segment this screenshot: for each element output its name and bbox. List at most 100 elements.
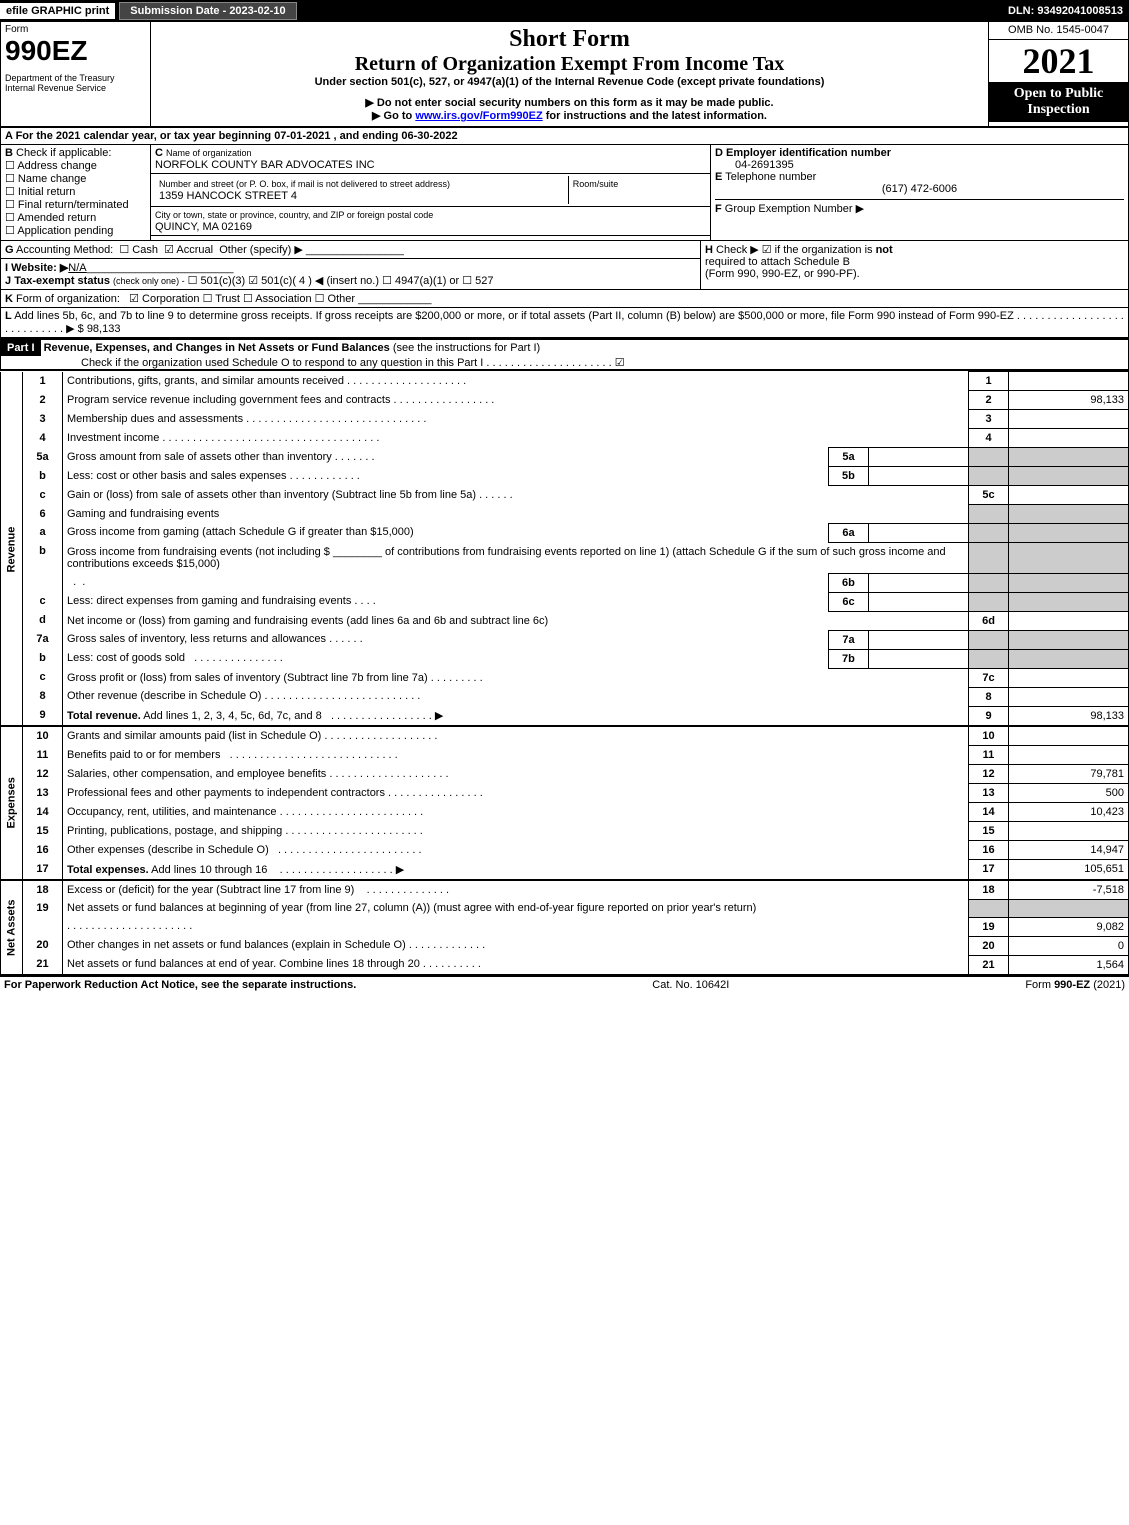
line-14-rnum: 14 bbox=[969, 803, 1009, 822]
line-5c-text: Gain or (loss) from sale of assets other… bbox=[63, 486, 969, 505]
line-15-num: 15 bbox=[23, 822, 63, 841]
d-letter: D bbox=[715, 147, 723, 159]
final-return[interactable]: ☐ Final return/terminated bbox=[5, 198, 146, 211]
note2-post: for instructions and the latest informat… bbox=[543, 110, 767, 122]
return-title: Return of Organization Exempt From Incom… bbox=[159, 53, 980, 76]
k-letter: K bbox=[5, 293, 13, 305]
other-label: Other (specify) ▶ bbox=[219, 244, 303, 256]
efile-label[interactable]: efile GRAPHIC print bbox=[0, 3, 115, 19]
k-text: Form of organization: bbox=[16, 293, 120, 305]
lines-table: Revenue 1Contributions, gifts, grants, a… bbox=[0, 371, 1129, 976]
line-14-text: Occupancy, rent, utilities, and maintena… bbox=[63, 803, 969, 822]
line-12-text: Salaries, other compensation, and employ… bbox=[63, 765, 969, 784]
line-14-val: 10,423 bbox=[1009, 803, 1129, 822]
addr-change[interactable]: ☐ Address change bbox=[5, 159, 146, 172]
line-5b-mval bbox=[868, 467, 968, 486]
j-letter: J bbox=[5, 275, 11, 287]
i-letter: I bbox=[5, 262, 8, 274]
initial-return[interactable]: ☐ Initial return bbox=[5, 185, 146, 198]
line-5a-mnum: 5a bbox=[828, 448, 868, 467]
line-11-text: Benefits paid to or for members . . . . … bbox=[63, 746, 969, 765]
part1-title: Revenue, Expenses, and Changes in Net As… bbox=[44, 342, 390, 354]
dln-label: DLN: 93492041008513 bbox=[1008, 5, 1129, 17]
line-7b-num: b bbox=[23, 649, 63, 668]
street-value: 1359 HANCOCK STREET 4 bbox=[159, 190, 297, 202]
note-ssn: ▶ Do not enter social security numbers o… bbox=[159, 96, 980, 109]
accrual-label: Accrual bbox=[176, 244, 213, 256]
header-table: Form 990EZ Department of the Treasury In… bbox=[0, 22, 1129, 127]
shade-cell bbox=[969, 573, 1009, 592]
k-opts: ☑ Corporation ☐ Trust ☐ Association ☐ Ot… bbox=[129, 293, 355, 305]
arrow-icon: ▶ bbox=[856, 203, 864, 215]
e-letter: E bbox=[715, 171, 722, 183]
name-change[interactable]: ☐ Name change bbox=[5, 172, 146, 185]
h-not: not bbox=[876, 244, 893, 256]
line-5a-text: Gross amount from sale of assets other t… bbox=[63, 448, 829, 467]
line-5c-val bbox=[1009, 486, 1129, 505]
final-label: Final return/terminated bbox=[18, 199, 129, 211]
blank-text: . . bbox=[63, 573, 829, 592]
form-word: Form bbox=[5, 24, 146, 35]
line-19-val: 9,082 bbox=[1009, 917, 1129, 936]
irs-label: Internal Revenue Service bbox=[5, 83, 146, 93]
line-1-num: 1 bbox=[23, 372, 63, 391]
city-value: QUINCY, MA 02169 bbox=[155, 221, 252, 233]
line-3-val bbox=[1009, 410, 1129, 429]
l-letter: L bbox=[5, 310, 12, 322]
line-18-num: 18 bbox=[23, 880, 63, 900]
initial-label: Initial return bbox=[18, 186, 75, 198]
line-6b-mval bbox=[868, 573, 968, 592]
irs-link[interactable]: www.irs.gov/Form990EZ bbox=[415, 110, 542, 122]
check-if: Check if applicable: bbox=[16, 147, 111, 159]
shade-cell bbox=[1009, 573, 1129, 592]
line-6a-mnum: 6a bbox=[828, 523, 868, 542]
website-label: Website: ▶ bbox=[11, 262, 68, 274]
ein-label: Employer identification number bbox=[726, 147, 891, 159]
line-10-val bbox=[1009, 726, 1129, 746]
line-16-text: Other expenses (describe in Schedule O) … bbox=[63, 841, 969, 860]
shade-cell bbox=[1009, 523, 1129, 542]
line-15-text: Printing, publications, postage, and shi… bbox=[63, 822, 969, 841]
line-10-num: 10 bbox=[23, 726, 63, 746]
line-6c-mval bbox=[868, 592, 968, 611]
shade-cell bbox=[969, 630, 1009, 649]
line-21-num: 21 bbox=[23, 955, 63, 975]
amended-return[interactable]: ☐ Amended return bbox=[5, 211, 146, 224]
org-name: NORFOLK COUNTY BAR ADVOCATES INC bbox=[155, 159, 375, 171]
line-8-text: Other revenue (describe in Schedule O) .… bbox=[63, 687, 969, 706]
footer: For Paperwork Reduction Act Notice, see … bbox=[0, 976, 1129, 993]
line-6d-text: Net income or (loss) from gaming and fun… bbox=[63, 611, 969, 630]
line-13-num: 13 bbox=[23, 784, 63, 803]
note-goto: ▶ Go to www.irs.gov/Form990EZ for instru… bbox=[159, 109, 980, 122]
footer-right: Form 990-EZ (2021) bbox=[1025, 979, 1125, 991]
line-8-rnum: 8 bbox=[969, 687, 1009, 706]
j-opts: ☐ 501(c)(3) ☑ 501(c)( 4 ) ◀ (insert no.)… bbox=[188, 275, 494, 287]
shade-cell bbox=[969, 899, 1009, 917]
c-letter: C bbox=[155, 147, 163, 159]
line-13-val: 500 bbox=[1009, 784, 1129, 803]
phone-label: Telephone number bbox=[725, 171, 816, 183]
info-table: A For the 2021 calendar year, or tax yea… bbox=[0, 127, 1129, 241]
part1-instr: (see the instructions for Part I) bbox=[393, 342, 540, 354]
shade-cell bbox=[1009, 592, 1129, 611]
line-7c-num: c bbox=[23, 668, 63, 687]
j-sub: (check only one) - bbox=[113, 276, 185, 286]
shade-cell bbox=[969, 542, 1009, 573]
tax-year: 2021 bbox=[989, 40, 1128, 82]
line-18-rnum: 18 bbox=[969, 880, 1009, 900]
app-pending[interactable]: ☐ Application pending bbox=[5, 224, 146, 237]
line-6b-num: b bbox=[23, 542, 63, 573]
line-16-num: 16 bbox=[23, 841, 63, 860]
line-7b-mnum: 7b bbox=[828, 649, 868, 668]
line-5b-mnum: 5b bbox=[828, 467, 868, 486]
h-text1: Check ▶ ☑ if the organization is bbox=[716, 244, 876, 256]
name-label: Name of organization bbox=[166, 148, 252, 158]
line-7a-text: Gross sales of inventory, less returns a… bbox=[63, 630, 829, 649]
ghi-table: G Accounting Method: ☐ Cash ☑ Accrual Ot… bbox=[0, 241, 1129, 338]
line-6c-mnum: 6c bbox=[828, 592, 868, 611]
shade-cell bbox=[1009, 649, 1129, 668]
line-7a-mnum: 7a bbox=[828, 630, 868, 649]
short-form-title: Short Form bbox=[159, 26, 980, 53]
line-12-rnum: 12 bbox=[969, 765, 1009, 784]
line-20-num: 20 bbox=[23, 936, 63, 955]
